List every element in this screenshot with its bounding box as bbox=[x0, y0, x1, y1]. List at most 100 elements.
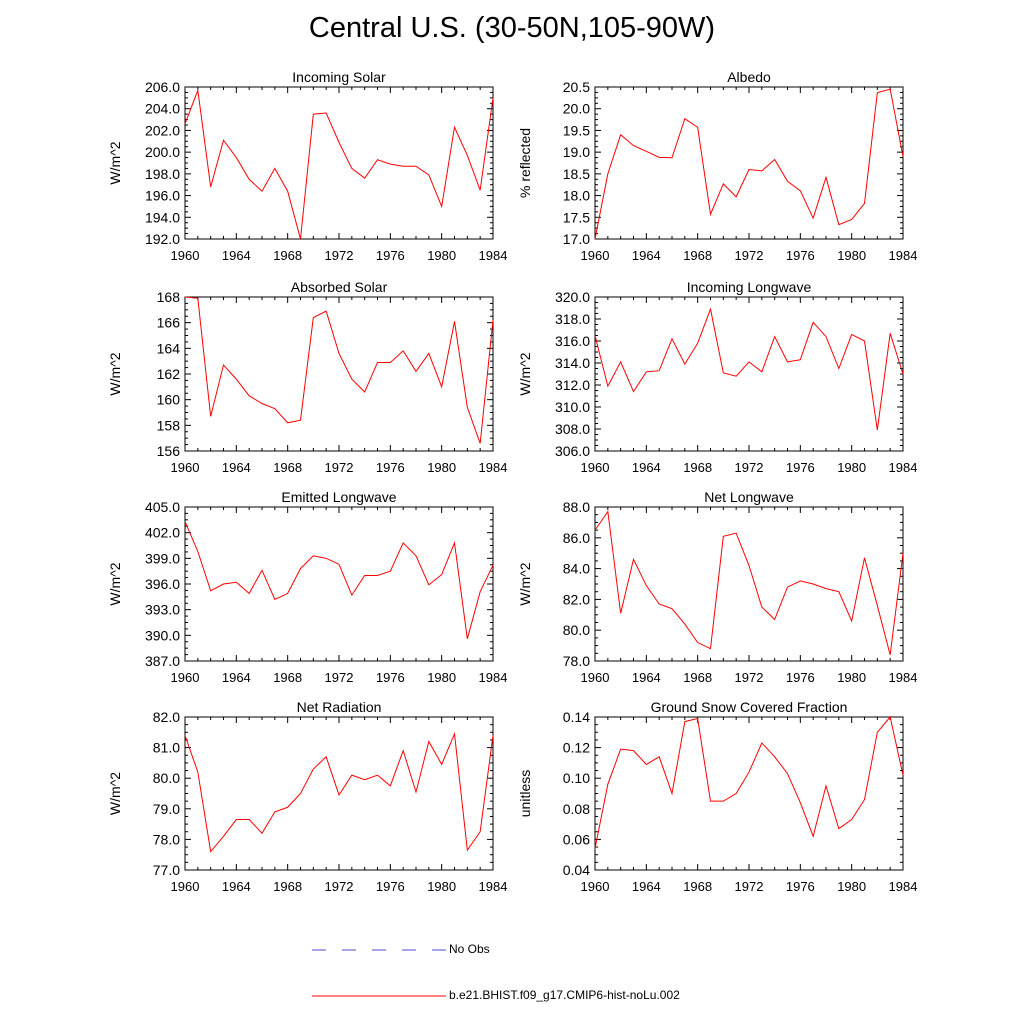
panel-net-longwave: Net Longwave W/m^2 1960 1964 1968 1972 1976 198… bbox=[517, 489, 917, 685]
y-tick-label: 78.0 bbox=[153, 831, 180, 847]
y-tick-label: 0.08 bbox=[563, 801, 590, 817]
y-tick-label: 79.0 bbox=[153, 801, 180, 817]
x-tick-label: 1960 bbox=[171, 879, 200, 894]
y-tick-label: 160 bbox=[157, 392, 181, 408]
y-tick-label: 393.0 bbox=[145, 602, 180, 618]
y-axis-label: % reflected bbox=[517, 128, 533, 198]
x-tick-label: 1976 bbox=[376, 879, 405, 894]
y-tick-label: 18.5 bbox=[563, 166, 590, 182]
series-line bbox=[594, 510, 904, 655]
x-tick-label: 1980 bbox=[427, 670, 456, 685]
x-tick-label: 1960 bbox=[171, 670, 200, 685]
x-tick-label: 1984 bbox=[479, 670, 508, 685]
y-axis-label: W/m^2 bbox=[107, 352, 123, 395]
plot-frame bbox=[594, 506, 904, 662]
panel-incoming-solar: Incoming Solar W/m^2 1960 1964 1968 1972 1976 1… bbox=[107, 69, 507, 263]
x-tick-label: 1980 bbox=[837, 670, 866, 685]
y-tick-label: 166 bbox=[157, 315, 181, 331]
y-tick-label: 78.0 bbox=[563, 653, 590, 669]
x-tick-label: 1964 bbox=[222, 670, 251, 685]
x-tick-label: 1968 bbox=[273, 879, 302, 894]
y-tick-label: 80.0 bbox=[153, 770, 180, 786]
y-tick-label: 310.0 bbox=[555, 399, 590, 415]
y-tick-label: 196.0 bbox=[145, 188, 180, 204]
figure-title: Central U.S. (30-50N,105-90W) bbox=[308, 12, 716, 44]
y-axis-label: unitless bbox=[517, 770, 533, 817]
y-axis-label: W/m^2 bbox=[107, 141, 123, 184]
x-tick-label: 1964 bbox=[222, 879, 251, 894]
y-tick-label: 17.0 bbox=[563, 231, 590, 247]
x-tick-label: 1968 bbox=[683, 248, 712, 263]
panel-incoming-longwave: Incoming Longwave W/m^2 1960 1964 1968 1972 19… bbox=[517, 279, 917, 475]
x-tick-label: 1980 bbox=[427, 460, 456, 475]
y-tick-label: 202.0 bbox=[145, 122, 180, 138]
panel-albedo: Albedo % reflected 1960 1964 1968 1972 1976 198… bbox=[517, 69, 917, 263]
x-tick-label: 1984 bbox=[889, 670, 918, 685]
x-tick-label: 1964 bbox=[632, 670, 661, 685]
plot-frame bbox=[184, 506, 494, 662]
series-line bbox=[184, 90, 494, 240]
series-line bbox=[594, 88, 904, 240]
y-tick-label: 316.0 bbox=[555, 333, 590, 349]
x-tick-label: 1980 bbox=[427, 248, 456, 263]
x-tick-label: 1972 bbox=[735, 879, 764, 894]
legend-swatch-model bbox=[312, 995, 446, 997]
x-tick-label: 1968 bbox=[273, 460, 302, 475]
x-tick-label: 1976 bbox=[376, 460, 405, 475]
y-tick-label: 156 bbox=[157, 443, 181, 459]
x-tick-label: 1964 bbox=[632, 879, 661, 894]
y-tick-label: 194.0 bbox=[145, 209, 180, 225]
y-tick-label: 88.0 bbox=[563, 499, 590, 515]
panel-absorbed-solar: Absorbed Solar W/m^2 1960 1964 1968 1972 1976 1… bbox=[107, 279, 507, 475]
x-tick-label: 1976 bbox=[786, 670, 815, 685]
legend-label-model: b.e21.BHIST.f09_g17.CMIP6-hist-noLu.002 bbox=[449, 988, 680, 1002]
y-tick-label: 306.0 bbox=[555, 443, 590, 459]
x-tick-label: 1964 bbox=[222, 248, 251, 263]
x-tick-label: 1976 bbox=[786, 879, 815, 894]
y-tick-label: 0.06 bbox=[563, 831, 590, 847]
x-tick-label: 1972 bbox=[325, 460, 354, 475]
plot-frame bbox=[594, 296, 904, 452]
x-tick-label: 1976 bbox=[376, 670, 405, 685]
y-tick-label: 0.04 bbox=[563, 862, 590, 878]
y-tick-label: 81.0 bbox=[153, 740, 180, 756]
y-tick-label: 204.0 bbox=[145, 101, 180, 117]
y-axis-label: W/m^2 bbox=[517, 352, 533, 395]
y-tick-label: 308.0 bbox=[555, 421, 590, 437]
y-tick-label: 206.0 bbox=[145, 79, 180, 95]
y-tick-label: 20.5 bbox=[563, 79, 590, 95]
legend-entry-obs: No Obs bbox=[0, 940, 1024, 960]
x-tick-label: 1984 bbox=[479, 460, 508, 475]
y-tick-label: 19.0 bbox=[563, 144, 590, 160]
y-axis-label: W/m^2 bbox=[107, 772, 123, 815]
y-tick-label: 405.0 bbox=[145, 499, 180, 515]
x-tick-label: 1964 bbox=[222, 460, 251, 475]
y-tick-label: 164 bbox=[157, 340, 181, 356]
y-tick-label: 314.0 bbox=[555, 355, 590, 371]
y-tick-label: 82.0 bbox=[153, 709, 180, 725]
series-line bbox=[594, 715, 904, 849]
legend-entry-model: b.e21.BHIST.f09_g17.CMIP6-hist-noLu.002 bbox=[0, 986, 1024, 1006]
panel-title: Net Longwave bbox=[704, 489, 794, 505]
x-tick-label: 1968 bbox=[683, 460, 712, 475]
y-tick-label: 399.0 bbox=[145, 550, 180, 566]
x-tick-label: 1968 bbox=[273, 670, 302, 685]
y-tick-label: 0.12 bbox=[563, 740, 590, 756]
y-axis-label: W/m^2 bbox=[517, 562, 533, 605]
series-line bbox=[594, 307, 904, 431]
x-tick-label: 1960 bbox=[581, 248, 610, 263]
x-tick-label: 1976 bbox=[786, 460, 815, 475]
x-tick-label: 1960 bbox=[171, 248, 200, 263]
x-tick-label: 1976 bbox=[786, 248, 815, 263]
x-tick-label: 1972 bbox=[735, 670, 764, 685]
x-tick-label: 1980 bbox=[427, 879, 456, 894]
series-line bbox=[184, 731, 494, 853]
y-tick-label: 320.0 bbox=[555, 289, 590, 305]
y-tick-label: 86.0 bbox=[563, 530, 590, 546]
x-tick-label: 1984 bbox=[479, 248, 508, 263]
y-tick-label: 84.0 bbox=[563, 561, 590, 577]
y-tick-label: 0.10 bbox=[563, 770, 590, 786]
y-tick-label: 396.0 bbox=[145, 576, 180, 592]
x-tick-label: 1972 bbox=[325, 879, 354, 894]
